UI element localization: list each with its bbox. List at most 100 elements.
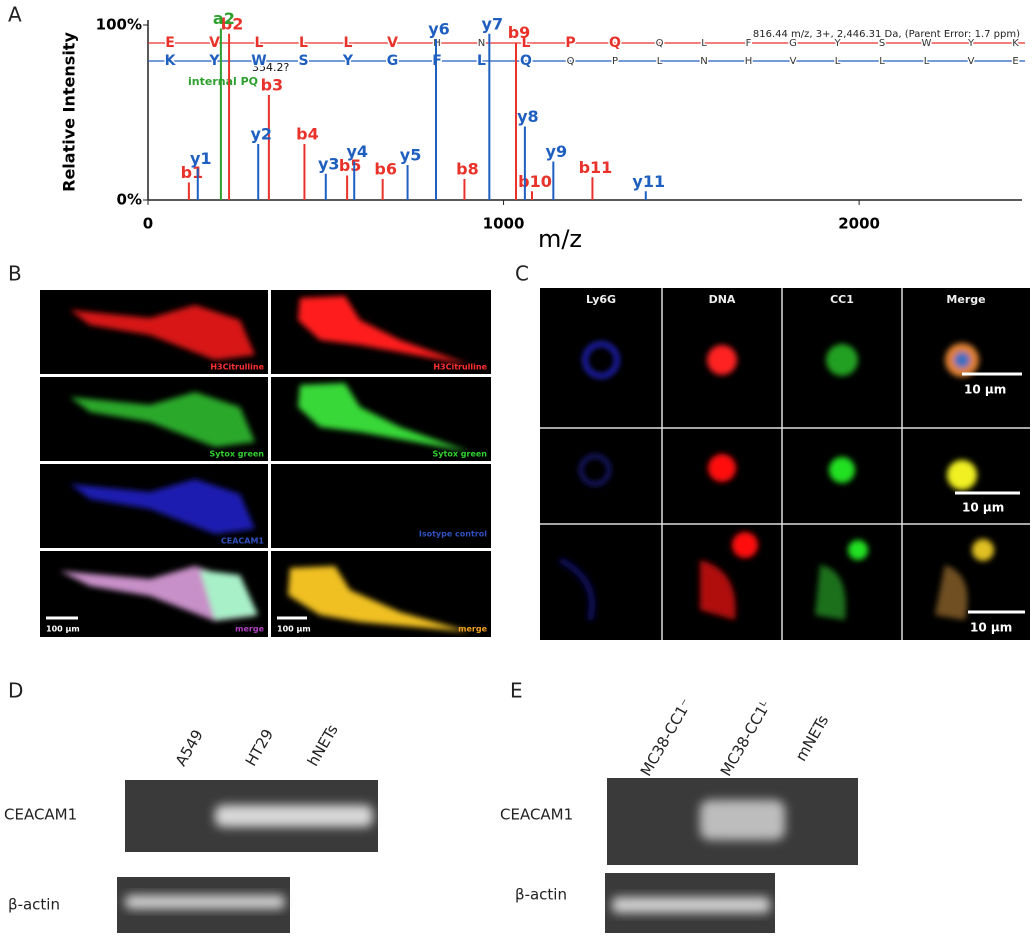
- column-header: CC1: [830, 293, 854, 306]
- sequence-residue: L: [701, 38, 707, 49]
- tile-label: merge: [458, 625, 487, 634]
- peak-label: b11: [579, 158, 613, 177]
- peak-label: y4: [346, 142, 368, 161]
- peak-label: b3: [261, 76, 284, 95]
- sequence-residue: G: [789, 38, 797, 49]
- annotation: internal PQ: [188, 75, 258, 88]
- western-blot: [117, 780, 378, 933]
- tile-label: H3Citrulline: [210, 363, 264, 372]
- lane-label: HT29: [242, 726, 277, 769]
- y-axis-label: Relative Intensity: [60, 32, 79, 192]
- annotation: 354.2?: [252, 61, 289, 74]
- sequence-residue: F: [746, 38, 752, 49]
- sequence-residue: Q: [567, 56, 575, 67]
- sequence-residue: P: [565, 35, 575, 51]
- peak-label: y3: [318, 154, 340, 173]
- sequence-residue: L: [299, 35, 308, 51]
- sequence-residue: K: [1012, 38, 1019, 49]
- peak-label: y5: [400, 146, 422, 165]
- peak-label: b8: [456, 160, 479, 179]
- sequence-residue: L: [657, 56, 663, 67]
- sequence-residue: Y: [342, 53, 354, 69]
- sequence-residue: E: [165, 35, 175, 51]
- row-label: CEACAM1: [4, 806, 77, 824]
- tile-label: H3Citrulline: [433, 363, 487, 372]
- column-header: DNA: [709, 293, 736, 306]
- sequence-residue: Q: [520, 53, 532, 69]
- western-blot: [605, 778, 858, 933]
- cell-grid: Ly6G DNA CC1 Merge 10 µm 10 µm 10 µm: [540, 288, 1030, 640]
- scale-bar-label: 10 µm: [964, 383, 1006, 397]
- sequence-residue: P: [612, 56, 618, 67]
- tile-label: Sytox green: [433, 450, 488, 459]
- tile-label: Isotype control: [419, 530, 487, 539]
- peak-label: y1: [190, 149, 212, 168]
- peak-label: b6: [374, 160, 397, 179]
- sequence-residue: L: [924, 56, 930, 67]
- scale-bar-label: 10 µm: [962, 501, 1004, 515]
- sequence-residue: Y: [833, 38, 841, 49]
- x-tick-label: 1000: [483, 215, 525, 233]
- sequence-residue: L: [255, 35, 264, 51]
- panel-label: E: [510, 679, 523, 703]
- sequence-residue: Q: [656, 38, 664, 49]
- sequence-residue: N: [478, 38, 485, 49]
- sequence-residue: N: [700, 56, 707, 67]
- sequence-residue: V: [968, 56, 975, 67]
- sequence-residue: L: [835, 56, 841, 67]
- scale-bar-label: 100 µm: [46, 625, 80, 634]
- peak-label: b5: [339, 156, 362, 175]
- sequence-residue: Q: [609, 35, 621, 51]
- peak-label: y11: [632, 172, 665, 191]
- sequence-residue: L: [879, 56, 885, 67]
- scale-bar-label: 10 µm: [970, 621, 1012, 635]
- sequence-residue: S: [298, 53, 308, 69]
- x-axis-label: m/z: [538, 225, 582, 253]
- peak-label: b9: [508, 23, 531, 42]
- sequence-residue: H: [745, 56, 753, 67]
- lane-label: MC38-CC1ᴸ: [717, 697, 775, 779]
- sequence-residue: W: [922, 38, 932, 49]
- peak-label: y7: [482, 14, 504, 33]
- sequence-residue: Y: [208, 53, 220, 69]
- sequence-residue: V: [790, 56, 797, 67]
- microscopy-grid: H3Citrulline H3Citrulline Sytox green Sy…: [40, 290, 491, 637]
- sequence-residue: V: [387, 35, 398, 51]
- sequence-residue: L: [477, 53, 486, 69]
- sequence-residue: W: [251, 53, 266, 69]
- lane-label: MC38-CC1⁻: [637, 695, 696, 779]
- panel-label: A: [8, 3, 22, 27]
- peak-label: y9: [546, 142, 568, 161]
- tile-label: Sytox green: [210, 450, 265, 459]
- peak-label: y8: [517, 107, 539, 126]
- panel-label: C: [515, 262, 529, 286]
- sequence-residue: G: [387, 53, 399, 69]
- tile-label: merge: [235, 625, 264, 634]
- lane-label: hNETs: [304, 721, 342, 769]
- column-header: Merge: [946, 293, 985, 306]
- tile-label: CEACAM1: [221, 537, 265, 546]
- row-label: β-actin: [515, 886, 567, 904]
- sequence-residue: L: [344, 35, 353, 51]
- scale-bar-label: 100 µm: [277, 625, 311, 634]
- lane-label: mNETs: [792, 712, 833, 764]
- row-label: CEACAM1: [500, 806, 573, 824]
- row-label: β-actin: [8, 896, 60, 914]
- panel-label: B: [8, 262, 22, 286]
- column-header: Ly6G: [586, 293, 616, 306]
- peak-label: b10: [518, 172, 552, 191]
- y-tick-label: 0%: [117, 191, 142, 209]
- sequence-residue: E: [1012, 56, 1018, 67]
- spectrum: 0%100%010002000EVLLLVHNLPQQLFGYSWYKKYWSY…: [96, 9, 1025, 233]
- peak-label: b2: [221, 14, 244, 33]
- sequence-residue: K: [165, 53, 177, 69]
- sequence-residue: L: [522, 35, 531, 51]
- x-tick-label: 0: [143, 215, 153, 233]
- y-tick-label: 100%: [96, 16, 142, 34]
- peak-label: y2: [250, 125, 272, 144]
- panel-label: D: [8, 679, 23, 703]
- peak-label: y6: [428, 20, 450, 39]
- peak-label: b4: [296, 125, 319, 144]
- peak-label: a2: [213, 9, 235, 28]
